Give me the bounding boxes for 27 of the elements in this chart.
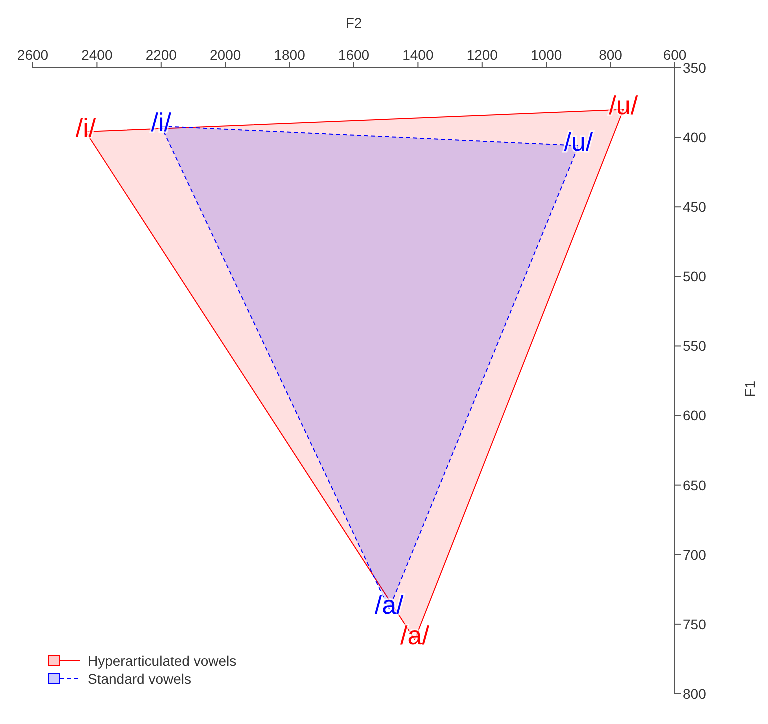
y-tick-label: 800	[683, 686, 707, 702]
y-tick-label: 450	[683, 199, 707, 216]
y-tick-label: 550	[683, 338, 707, 354]
y-tick-label: 650	[683, 477, 707, 494]
x-tick-label: 2400	[82, 47, 113, 63]
data-label: /a/	[400, 620, 430, 651]
y-axis-title: F1	[742, 380, 758, 398]
y-tick-label: 600	[683, 408, 707, 424]
x-tick-label: 2600	[17, 47, 49, 63]
x-tick-label: 1600	[338, 47, 370, 63]
y-tick-label: 700	[683, 546, 707, 563]
x-tick-label: 1400	[402, 47, 434, 63]
y-tick-label: 500	[683, 268, 707, 285]
data-label: /i/	[76, 112, 97, 143]
x-tick-label: 800	[599, 47, 623, 63]
y-tick-label: 750	[683, 616, 707, 632]
data-label: /u/	[609, 90, 639, 121]
legend-label: Hyperarticulated vowels	[88, 652, 237, 670]
x-tick-label: 1000	[531, 47, 562, 63]
x-tick-label: 1800	[274, 47, 306, 63]
x-tick-label: 1200	[466, 47, 498, 63]
y-tick-label: 400	[683, 130, 707, 146]
legend-label: Standard vowels	[88, 670, 192, 688]
x-tick-label: 2000	[210, 47, 242, 63]
x-axis-title: F2	[346, 14, 362, 31]
x-tick-label: 2200	[146, 47, 178, 63]
data-label: /u/	[564, 126, 594, 157]
